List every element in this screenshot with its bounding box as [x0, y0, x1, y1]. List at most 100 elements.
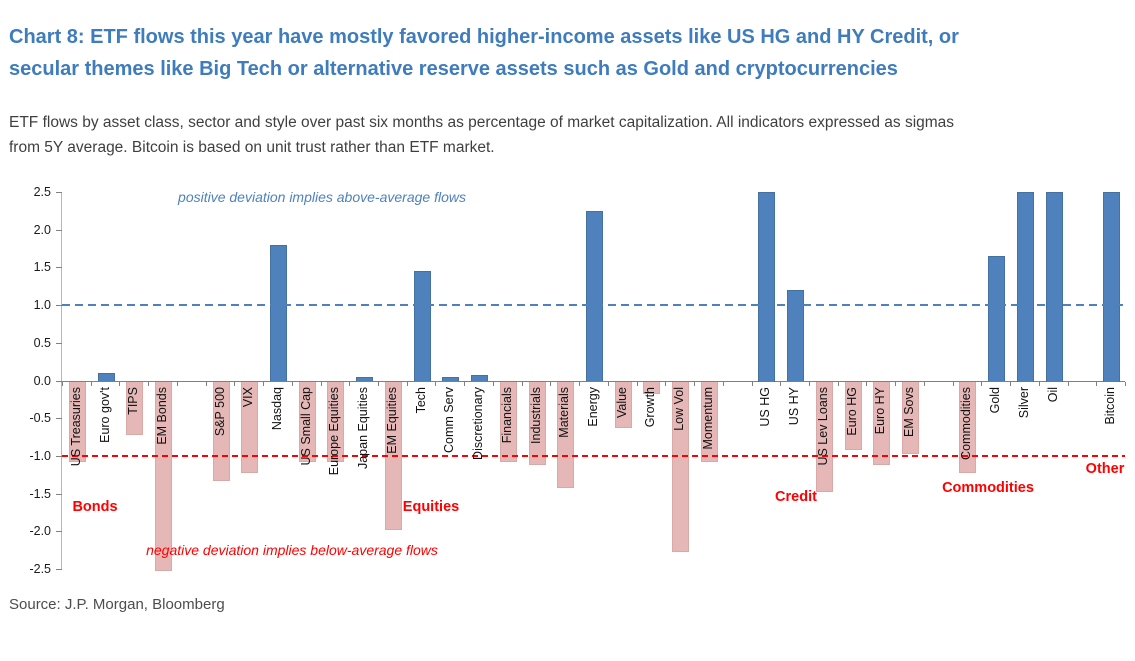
annotation-negative-deviation: negative deviation implies below-average…: [146, 542, 438, 558]
category-label-us-treasuries: US Treasuries: [68, 386, 83, 466]
group-label-credit: Credit: [775, 489, 817, 505]
category-label-us-small-cap: US Small Cap: [298, 386, 313, 466]
bar-us-treasuries: [68, 381, 86, 462]
x-axis-tick: [808, 381, 810, 386]
x-axis-tick: [1010, 381, 1012, 386]
x-axis-tick: [521, 381, 523, 386]
y-axis-tick: [56, 380, 62, 382]
category-label-materials: Materials: [557, 386, 572, 438]
x-axis-tick: [837, 381, 839, 386]
x-axis-tick: [751, 381, 753, 386]
x-axis-tick: [320, 381, 322, 386]
group-label-commodities: Commodities: [942, 480, 1034, 496]
bar-comm-serv: [442, 376, 460, 382]
y-axis-tick-label: -1.0: [29, 448, 51, 463]
category-label-value: Value: [614, 386, 629, 418]
category-label-nasdaq: Nasdaq: [269, 386, 284, 430]
bar-industrials: [528, 381, 546, 466]
category-label-gold: Gold: [988, 386, 1003, 413]
category-label-s-p-500: S&P 500: [212, 386, 227, 436]
category-label-us-hg: US HG: [758, 386, 773, 427]
x-axis-tick: [981, 381, 983, 386]
category-label-financials: Financials: [499, 386, 514, 443]
y-axis-tick-label: 1.5: [33, 260, 51, 275]
bar-gold: [988, 256, 1006, 382]
category-label-discretionary: Discretionary: [471, 386, 486, 460]
y-axis-tick: [56, 305, 62, 307]
bar-commodities: [959, 381, 977, 473]
y-axis-tick-label: -2.0: [29, 524, 51, 539]
chart-title-line1: Chart 8: ETF flows this year have mostly…: [9, 26, 959, 48]
category-label-em-equities: EM Equities: [384, 386, 399, 454]
x-axis-tick: [636, 381, 638, 386]
bar-momentum: [700, 381, 718, 462]
category-label-em-bonds: EM Bonds: [155, 386, 170, 445]
bar-value: [614, 381, 632, 428]
group-label-equities: Equities: [402, 499, 460, 515]
y-axis-tick: [56, 455, 62, 457]
reference-line-plus-one-sigma: [62, 304, 1125, 307]
category-label-momentum: Momentum: [700, 386, 715, 450]
x-axis-tick: [1125, 381, 1126, 386]
bar-us-hy: [787, 290, 805, 382]
bar-financials: [499, 381, 517, 462]
bar-tech: [413, 271, 431, 382]
y-axis-tick-label: -0.5: [29, 411, 51, 426]
bar-discretionary: [471, 375, 489, 382]
chart-subtitle: ETF flows by asset class, sector and sty…: [9, 110, 954, 160]
y-axis-tick-label: 2.5: [33, 185, 51, 199]
x-axis-tick: [665, 381, 667, 386]
y-axis-tick-label: -2.5: [29, 562, 51, 576]
y-axis-tick: [56, 192, 62, 193]
y-axis-tick: [56, 418, 62, 420]
category-label-tips: TIPS: [126, 386, 141, 415]
y-axis-tick: [56, 569, 62, 570]
x-axis-tick: [550, 381, 552, 386]
bar-euro-gov-t: [97, 372, 115, 382]
x-axis-tick: [952, 381, 954, 386]
x-axis-tick: [435, 381, 437, 386]
x-axis-tick: [607, 381, 609, 386]
group-label-bonds: Bonds: [72, 499, 118, 515]
x-axis-tick: [923, 381, 925, 386]
bar-tips: [126, 381, 144, 436]
category-label-energy: Energy: [586, 386, 600, 427]
category-label-growth: Growth: [643, 386, 658, 427]
category-label-oil: Oil: [1045, 386, 1060, 402]
annotation-positive-deviation: positive deviation implies above-average…: [178, 189, 466, 205]
reference-line-minus-one-sigma: [62, 454, 1125, 457]
y-axis-tick-label: 0.5: [33, 335, 51, 350]
category-label-commodities: Commodities: [959, 386, 974, 460]
bar-euro-hy: [873, 381, 891, 466]
category-label-euro-hy: Euro HY: [873, 386, 888, 434]
x-axis-tick: [234, 381, 236, 386]
category-label-industrials: Industrials: [528, 386, 543, 444]
y-axis-tick: [56, 229, 62, 231]
x-axis-tick: [291, 381, 293, 386]
y-axis-tick: [56, 267, 62, 269]
x-axis-tick: [464, 381, 466, 386]
x-axis-tick: [62, 381, 63, 386]
x-axis-tick: [1038, 381, 1040, 386]
x-axis-tick: [349, 381, 351, 386]
category-label-japan-equities: Japan Equities: [356, 386, 371, 469]
y-axis-tick-label: 1.0: [33, 298, 51, 313]
y-axis-tick: [56, 493, 62, 495]
category-label-vix: VIX: [241, 386, 256, 407]
y-axis-tick-label: -1.5: [29, 486, 51, 501]
category-label-low-vol: Low Vol: [672, 386, 687, 431]
bar-japan-equities: [356, 376, 374, 382]
bar-em-sovs: [902, 381, 920, 455]
x-axis-tick: [90, 381, 92, 386]
chart-subtitle-line2: from 5Y average. Bitcoin is based on uni…: [9, 139, 495, 156]
bar-materials: [557, 381, 575, 489]
bar-oil: [1045, 192, 1063, 382]
bar-europe-equities: [327, 381, 345, 462]
x-axis-tick: [205, 381, 207, 386]
source-note: Source: J.P. Morgan, Bloomberg: [9, 596, 225, 613]
bar-silver: [1016, 192, 1034, 382]
bar-us-hg: [758, 192, 776, 382]
category-label-us-hy: US HY: [787, 386, 802, 425]
